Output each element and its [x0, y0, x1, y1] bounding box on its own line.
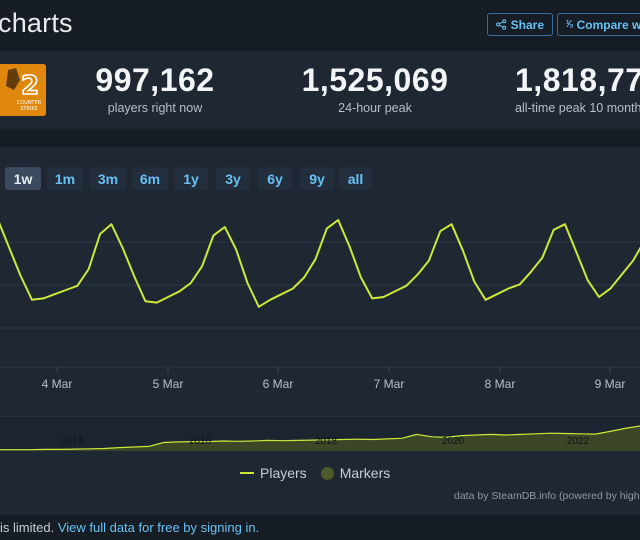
share-label: Share	[510, 17, 544, 32]
navigator-tick-label: 2018	[315, 436, 338, 447]
game-logo: 2 COUNTER STRIKE	[0, 64, 46, 116]
stat-players-now: 997,162 players right now	[94, 61, 216, 115]
svg-text:STRIKE: STRIKE	[20, 106, 38, 112]
range-button-1w[interactable]: 1w	[5, 167, 41, 190]
legend-item-markers[interactable]: Markers	[320, 465, 391, 481]
legend-item-players[interactable]: Players	[240, 465, 307, 481]
navigator-tick-label: 2016	[189, 436, 212, 447]
range-button-3y[interactable]: 3y	[216, 167, 250, 190]
range-button-6m[interactable]: 6m	[132, 167, 168, 190]
range-button-6y[interactable]: 6y	[258, 167, 292, 190]
legend-line-icon	[240, 472, 254, 474]
navigator-tick-label: 2014	[61, 436, 84, 447]
x-tick-label: 7 Mar	[374, 377, 405, 391]
compare-label: Compare w	[576, 17, 640, 32]
x-tick-label: 5 Mar	[153, 377, 184, 391]
x-tick-label: 9 Mar	[595, 377, 626, 391]
chart-panel: 1w 1m 3m 6m 1y 3y 6y 9y all 4 Mar 5 Mar 6 Mar 7 Mar…	[0, 147, 640, 515]
share-button[interactable]: Share	[487, 13, 553, 36]
x-tick-label: 4 Mar	[42, 377, 73, 391]
stat-24h-peak: 1,525,069 24-hour peak	[296, 61, 454, 115]
sign-in-link[interactable]: View full data for free by signing in.	[57, 520, 260, 535]
legend-label: Markers	[339, 465, 391, 481]
stat-value: 997,162	[95, 62, 215, 98]
stat-all-time-peak: 1,818,77 all-time peak 10 month	[515, 61, 640, 115]
range-button-9y[interactable]: 9y	[300, 167, 334, 190]
chart-credits[interactable]: data by SteamDB.info (powered by high	[454, 490, 640, 502]
compare-icon: ¹⁄₃	[566, 19, 574, 30]
stat-label: players right now	[107, 101, 203, 115]
range-button-1m[interactable]: 1m	[47, 167, 83, 190]
navigator-tick-label: 2022	[567, 436, 590, 447]
player-count-chart: 4 Mar 5 Mar 6 Mar 7 Mar 8 Mar 9 Mar	[0, 219, 640, 391]
compare-button[interactable]: ¹⁄₃ Compare w	[557, 13, 640, 36]
legend-dot-icon	[320, 466, 334, 480]
share-icon	[496, 19, 507, 30]
range-button-3m[interactable]: 3m	[90, 167, 126, 190]
x-tick-label: 6 Mar	[263, 377, 294, 391]
stat-label: 24-hour peak	[338, 101, 412, 115]
svg-text:2: 2	[21, 71, 39, 101]
navigator-area	[0, 426, 640, 451]
footer-text: is limited.	[0, 520, 55, 535]
stat-value: 1,818,77	[515, 62, 640, 98]
navigator-chart[interactable]: 2014 2016 2018 2020 2022	[0, 411, 640, 453]
navigator-tick-label: 2020	[442, 436, 465, 447]
footer-notice: is limited. View full data for free by s…	[0, 520, 259, 535]
page-title: charts	[0, 8, 73, 38]
range-button-1y[interactable]: 1y	[174, 167, 208, 190]
x-tick-label: 8 Mar	[485, 377, 516, 391]
chart-legend: Players Markers	[240, 465, 390, 481]
series-line-players	[0, 219, 640, 308]
svg-text:COUNTER: COUNTER	[17, 100, 42, 106]
legend-label: Players	[260, 465, 307, 481]
stat-value: 1,525,069	[301, 62, 449, 98]
range-button-all[interactable]: all	[339, 167, 372, 190]
stats-panel: 2 COUNTER STRIKE 997,162 players right n…	[0, 51, 640, 129]
stat-label: all-time peak 10 month	[515, 101, 640, 115]
navigator-line	[0, 425, 640, 451]
